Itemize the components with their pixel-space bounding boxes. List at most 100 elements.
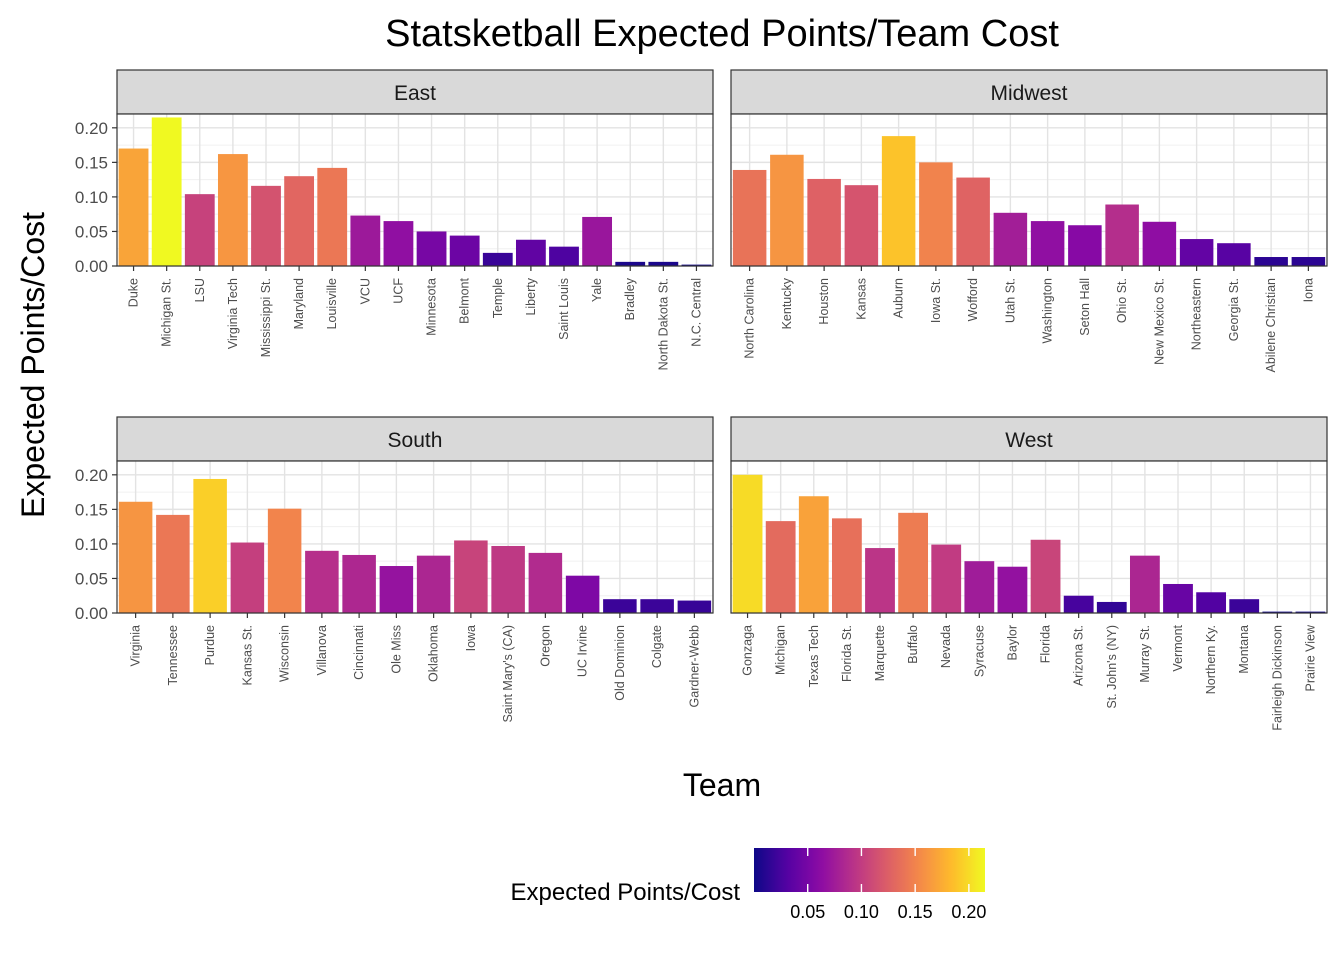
x-tick-label: Ole Miss — [389, 625, 403, 674]
x-tick-label: Tennessee — [166, 625, 180, 686]
x-tick-label: Vermont — [1171, 624, 1185, 671]
bar — [807, 178, 841, 266]
bar — [1030, 539, 1061, 613]
y-tick-label: 0.00 — [75, 257, 108, 276]
bar — [1179, 239, 1214, 266]
panel-border — [730, 460, 1328, 614]
x-axis-title: Team — [683, 767, 761, 803]
bar — [681, 264, 712, 266]
bar — [732, 474, 763, 613]
x-tick-label: Florida St. — [840, 625, 854, 682]
x-tick-label: Iowa — [464, 625, 478, 651]
y-tick-label: 0.15 — [75, 153, 108, 172]
bar — [964, 561, 995, 613]
y-axis-title: Expected Points/Cost — [15, 212, 51, 518]
x-tick-label: Wofford — [966, 278, 980, 321]
bar — [640, 599, 674, 613]
x-tick-label: UCF — [391, 278, 405, 304]
bar — [844, 185, 879, 266]
bar — [350, 215, 381, 266]
x-tick-label: Kansas St. — [240, 625, 254, 685]
x-tick-label: Duke — [127, 278, 141, 307]
bar — [993, 212, 1028, 266]
x-tick-label: Bradley — [623, 277, 637, 320]
x-tick-label: Washington — [1041, 278, 1055, 344]
bar — [1105, 204, 1139, 266]
x-tick-label: Texas Tech — [807, 625, 821, 687]
x-tick-label: New Mexico St. — [1152, 278, 1166, 365]
bar — [1196, 592, 1227, 613]
bar — [449, 235, 480, 266]
x-tick-label: Louisville — [325, 278, 339, 329]
bar — [1229, 599, 1260, 613]
bar — [765, 521, 796, 613]
bar — [251, 185, 281, 266]
bar — [881, 136, 916, 266]
facet-strip-label: West — [1005, 429, 1053, 452]
x-tick-label: Florida — [1039, 625, 1053, 663]
y-tick-label: 0.05 — [75, 569, 108, 588]
bar — [1063, 595, 1094, 613]
x-tick-label: North Carolina — [743, 278, 757, 359]
facet-strip — [116, 69, 714, 115]
bar — [1254, 257, 1288, 266]
bar — [193, 478, 227, 613]
x-tick-label: Houston — [817, 278, 831, 325]
bar — [919, 162, 953, 266]
legend-tick-label: 0.10 — [844, 902, 879, 922]
panel-background — [731, 461, 1327, 613]
x-tick-label: North Dakota St. — [656, 278, 670, 370]
bar — [342, 554, 376, 613]
bar — [482, 252, 513, 266]
bar — [615, 261, 646, 266]
bar — [416, 555, 451, 613]
x-tick-label: Fairleigh Dickinson — [1270, 625, 1284, 731]
facet-south: South Virginia Tennessee Purdue Kansas St. Wi… — [75, 416, 714, 723]
legend-tick-label: 0.20 — [951, 902, 986, 922]
bar — [1142, 221, 1177, 266]
bar — [582, 216, 613, 266]
x-tick-label: Belmont — [458, 277, 472, 323]
panel-border — [116, 113, 714, 267]
bar — [305, 550, 339, 613]
x-tick-label: Saint Mary's (CA) — [501, 625, 515, 723]
x-tick-label: Iona — [1301, 278, 1315, 302]
bar — [549, 246, 579, 266]
x-tick-label: Virginia Tech — [226, 278, 240, 349]
x-tick-label: Iowa St. — [929, 278, 943, 323]
bar — [184, 194, 215, 266]
x-tick-label: Saint Louis — [557, 278, 571, 340]
y-tick-label: 0.05 — [75, 222, 108, 241]
x-tick-label: Utah St. — [1003, 278, 1017, 323]
bar — [151, 117, 182, 266]
bar — [997, 566, 1028, 613]
x-tick-label: Montana — [1237, 625, 1251, 674]
bar — [1129, 555, 1160, 613]
x-tick-label: Virginia — [129, 625, 143, 667]
x-tick-label: Maryland — [292, 278, 306, 329]
facet-midwest: Midwest North Carolina Kentucky Houston Kans… — [730, 69, 1328, 373]
y-tick-label: 0.20 — [75, 119, 108, 138]
bar — [677, 600, 712, 613]
facet-strip — [730, 69, 1328, 115]
x-tick-label: Gonzaga — [741, 625, 755, 676]
x-tick-label: Cincinnati — [352, 625, 366, 680]
x-tick-label: Temple — [491, 278, 505, 318]
x-tick-label: Gardner-Webb — [687, 625, 701, 707]
bar — [956, 177, 990, 266]
facet-strip — [730, 416, 1328, 462]
legend-ticks: 0.05 0.10 0.15 0.20 — [790, 848, 986, 922]
bar — [865, 548, 895, 613]
x-tick-label: Mississippi St. — [259, 278, 273, 357]
bar — [1217, 243, 1251, 266]
x-tick-label: Auburn — [892, 278, 906, 318]
panel-border — [730, 113, 1328, 267]
bar — [1291, 257, 1326, 266]
facet-strip-label: Midwest — [990, 82, 1067, 105]
x-tick-label: Seton Hall — [1078, 278, 1092, 336]
bar — [1262, 611, 1293, 613]
x-tick-label: Michigan St. — [160, 278, 174, 347]
x-tick-label: Prairie View — [1303, 624, 1317, 691]
x-tick-label: Oklahoma — [427, 625, 441, 682]
